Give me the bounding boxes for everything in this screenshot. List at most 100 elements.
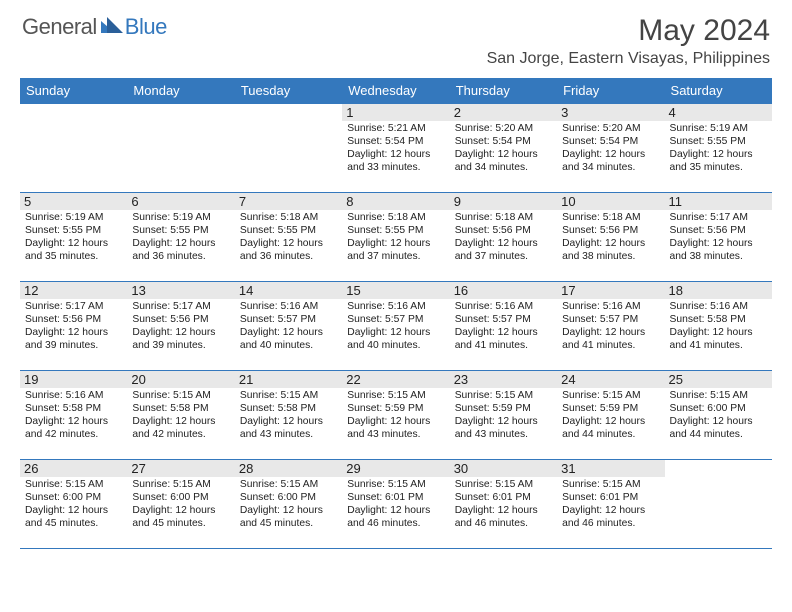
calendar-cell: 28Sunrise: 5:15 AMSunset: 6:00 PMDayligh… — [235, 460, 342, 548]
day-info: Sunrise: 5:17 AMSunset: 5:56 PMDaylight:… — [132, 301, 229, 352]
title-block: May 2024 San Jorge, Eastern Visayas, Phi… — [487, 14, 770, 68]
calendar-cell: 3Sunrise: 5:20 AMSunset: 5:54 PMDaylight… — [557, 104, 664, 192]
daylight-text: Daylight: 12 hours and 43 minutes. — [347, 416, 444, 442]
day-number: 31 — [557, 460, 664, 477]
day-number: 26 — [20, 460, 127, 477]
calendar-cell: 16 Sunrise: 5:16 AMSunset: 5:57 PMDayligh… — [450, 282, 557, 370]
calendar-cell: 15Sunrise: 5:16 AMSunset: 5:57 PMDayligh… — [342, 282, 449, 370]
day-info: Sunrise: 5:15 AMSunset: 6:01 PMDaylight:… — [455, 479, 552, 530]
day-number: 18 — [665, 282, 772, 299]
sunset-text: Sunset: 5:54 PM — [455, 136, 552, 149]
daylight-text: Daylight: 12 hours and 44 minutes. — [562, 416, 659, 442]
calendar-cell: 24Sunrise: 5:15 AMSunset: 5:59 PMDayligh… — [557, 371, 664, 459]
logo-triangle-icon — [101, 17, 123, 38]
daylight-text: Daylight: 12 hours and 39 minutes. — [25, 327, 122, 353]
calendar-cell — [235, 104, 342, 192]
sunrise-text: Sunrise: 5:15 AM — [240, 479, 337, 492]
day-number: 8 — [342, 193, 449, 210]
calendar-cell: 27Sunrise: 5:15 AMSunset: 6:00 PMDayligh… — [127, 460, 234, 548]
day-info: Sunrise: 5:16 AMSunset: 5:57 PMDaylight:… — [455, 301, 552, 352]
daylight-text: Daylight: 12 hours and 43 minutes. — [455, 416, 552, 442]
daylight-text: Daylight: 12 hours and 33 minutes. — [347, 149, 444, 175]
daylight-text: Daylight: 12 hours and 41 minutes. — [562, 327, 659, 353]
sunrise-text: Sunrise: 5:15 AM — [25, 479, 122, 492]
calendar-week: 5Sunrise: 5:19 AMSunset: 5:55 PMDaylight… — [20, 192, 772, 281]
sunrise-text: Sunrise: 5:19 AM — [25, 212, 122, 225]
sunrise-text: Sunrise: 5:16 AM — [562, 301, 659, 314]
day-info: Sunrise: 5:20 AMSunset: 5:54 PMDaylight:… — [562, 123, 659, 174]
day-info: Sunrise: 5:18 AMSunset: 5:55 PMDaylight:… — [347, 212, 444, 263]
sunset-text: Sunset: 6:01 PM — [562, 492, 659, 505]
logo-text-general: General — [22, 14, 97, 40]
sunrise-text: Sunrise: 5:15 AM — [670, 390, 767, 403]
sunset-text: Sunset: 5:58 PM — [240, 403, 337, 416]
day-number: 4 — [665, 104, 772, 121]
sunrise-text: Sunrise: 5:21 AM — [347, 123, 444, 136]
day-header-mon: Monday — [127, 78, 234, 103]
sunrise-text: Sunrise: 5:16 AM — [455, 301, 552, 314]
sunset-text: Sunset: 5:59 PM — [562, 403, 659, 416]
daylight-text: Daylight: 12 hours and 38 minutes. — [670, 238, 767, 264]
sunset-text: Sunset: 5:57 PM — [455, 314, 552, 327]
sunset-text: Sunset: 5:55 PM — [132, 225, 229, 238]
daylight-text: Daylight: 12 hours and 45 minutes. — [25, 505, 122, 531]
sunset-text: Sunset: 5:54 PM — [347, 136, 444, 149]
daylight-text: Daylight: 12 hours and 46 minutes. — [347, 505, 444, 531]
sunrise-text: Sunrise: 5:20 AM — [455, 123, 552, 136]
day-number: 7 — [235, 193, 342, 210]
day-info: Sunrise: 5:17 AMSunset: 5:56 PMDaylight:… — [25, 301, 122, 352]
calendar-cell: 19Sunrise: 5:16 AMSunset: 5:58 PMDayligh… — [20, 371, 127, 459]
day-header-thu: Thursday — [450, 78, 557, 103]
sunset-text: Sunset: 5:55 PM — [25, 225, 122, 238]
daylight-text: Daylight: 12 hours and 37 minutes. — [455, 238, 552, 264]
daylight-text: Daylight: 12 hours and 37 minutes. — [347, 238, 444, 264]
day-info: Sunrise: 5:15 AMSunset: 6:00 PMDaylight:… — [25, 479, 122, 530]
calendar-cell — [127, 104, 234, 192]
sunrise-text: Sunrise: 5:16 AM — [347, 301, 444, 314]
calendar-cell: 11Sunrise: 5:17 AMSunset: 5:56 PMDayligh… — [665, 193, 772, 281]
daylight-text: Daylight: 12 hours and 43 minutes. — [240, 416, 337, 442]
daylight-text: Daylight: 12 hours and 39 minutes. — [132, 327, 229, 353]
day-number: 16 — [450, 282, 557, 299]
day-number: 22 — [342, 371, 449, 388]
sunrise-text: Sunrise: 5:16 AM — [240, 301, 337, 314]
calendar-cell: 21Sunrise: 5:15 AMSunset: 5:58 PMDayligh… — [235, 371, 342, 459]
sunrise-text: Sunrise: 5:20 AM — [562, 123, 659, 136]
sunset-text: Sunset: 6:01 PM — [455, 492, 552, 505]
daylight-text: Daylight: 12 hours and 45 minutes. — [240, 505, 337, 531]
sunrise-text: Sunrise: 5:19 AM — [132, 212, 229, 225]
daylight-text: Daylight: 12 hours and 41 minutes. — [670, 327, 767, 353]
day-number: 21 — [235, 371, 342, 388]
month-title: May 2024 — [487, 14, 770, 48]
calendar-cell: 30Sunrise: 5:15 AMSunset: 6:01 PMDayligh… — [450, 460, 557, 548]
sunset-text: Sunset: 5:58 PM — [25, 403, 122, 416]
day-info: Sunrise: 5:15 AMSunset: 5:58 PMDaylight:… — [132, 390, 229, 441]
day-info: Sunrise: 5:16 AMSunset: 5:57 PMDaylight:… — [240, 301, 337, 352]
sunset-text: Sunset: 5:55 PM — [240, 225, 337, 238]
daylight-text: Daylight: 12 hours and 42 minutes. — [25, 416, 122, 442]
daylight-text: Daylight: 12 hours and 38 minutes. — [562, 238, 659, 264]
daylight-text: Daylight: 12 hours and 46 minutes. — [562, 505, 659, 531]
calendar-cell: 29Sunrise: 5:15 AMSunset: 6:01 PMDayligh… — [342, 460, 449, 548]
sunset-text: Sunset: 5:56 PM — [455, 225, 552, 238]
day-info: Sunrise: 5:16 AMSunset: 5:57 PMDaylight:… — [562, 301, 659, 352]
day-header-sun: Sunday — [20, 78, 127, 103]
calendar-cell: 9Sunrise: 5:18 AMSunset: 5:56 PMDaylight… — [450, 193, 557, 281]
sunset-text: Sunset: 5:55 PM — [347, 225, 444, 238]
day-info: Sunrise: 5:19 AMSunset: 5:55 PMDaylight:… — [132, 212, 229, 263]
day-info: Sunrise: 5:17 AMSunset: 5:56 PMDaylight:… — [670, 212, 767, 263]
day-info: Sunrise: 5:15 AMSunset: 6:00 PMDaylight:… — [240, 479, 337, 530]
day-info: Sunrise: 5:20 AMSunset: 5:54 PMDaylight:… — [455, 123, 552, 174]
day-number: 17 — [557, 282, 664, 299]
sunset-text: Sunset: 5:58 PM — [132, 403, 229, 416]
day-number: 13 — [127, 282, 234, 299]
daylight-text: Daylight: 12 hours and 40 minutes. — [347, 327, 444, 353]
sunrise-text: Sunrise: 5:18 AM — [562, 212, 659, 225]
day-info: Sunrise: 5:15 AMSunset: 6:00 PMDaylight:… — [670, 390, 767, 441]
day-number: 23 — [450, 371, 557, 388]
day-number: 20 — [127, 371, 234, 388]
day-number: 14 — [235, 282, 342, 299]
sunset-text: Sunset: 6:00 PM — [670, 403, 767, 416]
sunset-text: Sunset: 5:57 PM — [562, 314, 659, 327]
sunset-text: Sunset: 5:55 PM — [670, 136, 767, 149]
